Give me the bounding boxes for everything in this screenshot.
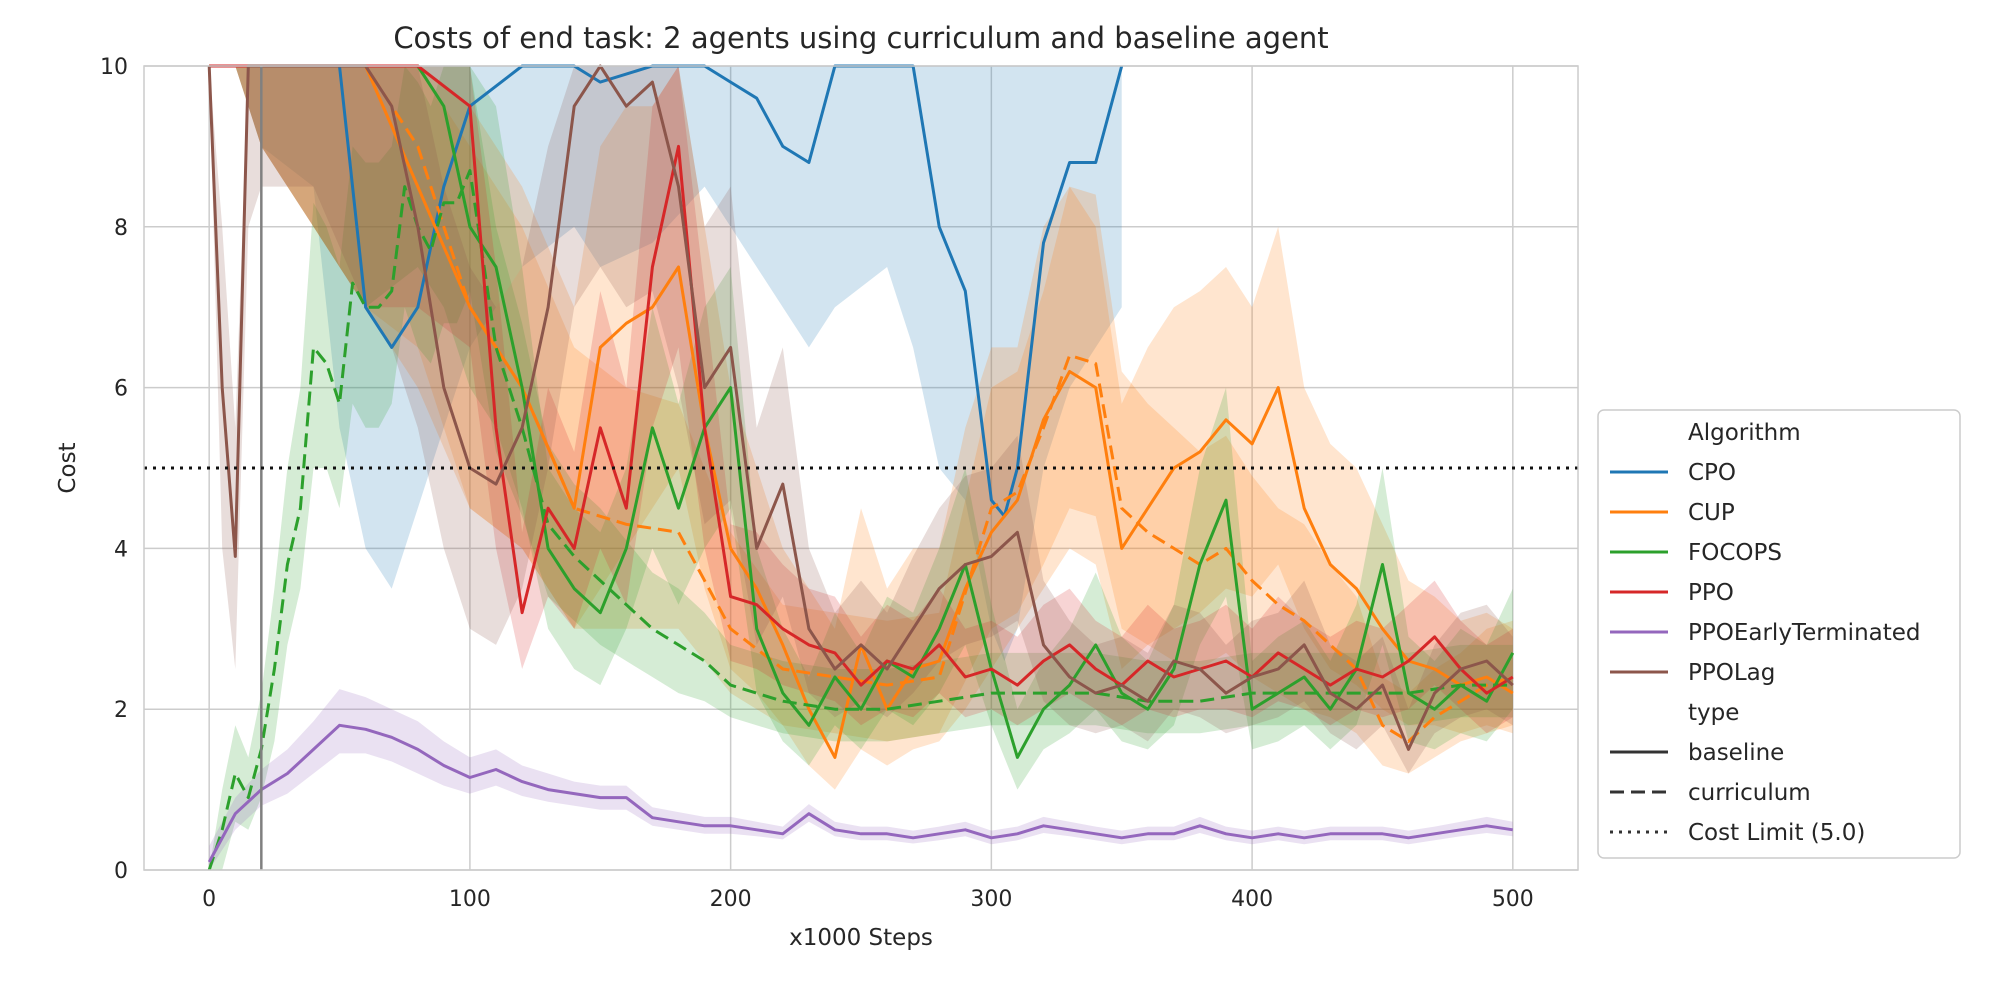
x-tick-labels: 0 100 200 300 400 500 bbox=[202, 887, 1534, 912]
legend-label-style-0: baseline bbox=[1688, 740, 1784, 766]
band-focops-curriculum bbox=[209, 66, 1513, 870]
y-tick-label-1: 2 bbox=[114, 698, 128, 723]
y-tick-label-2: 4 bbox=[114, 537, 128, 562]
legend-label-cup: CUP bbox=[1688, 500, 1735, 526]
x-tick-label-5: 500 bbox=[1492, 887, 1534, 912]
legend-title-type: type bbox=[1688, 700, 1739, 726]
legend-box bbox=[1597, 409, 1961, 859]
band-cup-curriculum bbox=[209, 66, 1513, 774]
line-ppoearlyterminated-baseline bbox=[207, 723, 1514, 863]
line-cup-baseline bbox=[209, 64, 1514, 759]
y-tick-label-0: 0 bbox=[114, 859, 128, 884]
series-lines bbox=[207, 64, 1515, 871]
legend-label-focops: FOCOPS bbox=[1688, 540, 1782, 566]
x-tick-label-3: 300 bbox=[970, 887, 1012, 912]
y-tick-label-5: 10 bbox=[100, 55, 128, 80]
legend-label-ppolag: PPOLag bbox=[1688, 660, 1775, 686]
line-focops-curriculum bbox=[207, 169, 1513, 871]
band-focops-baseline bbox=[209, 66, 1513, 790]
x-tick-label-1: 100 bbox=[449, 887, 491, 912]
x-axis-label: x1000 Steps bbox=[789, 925, 933, 951]
reference-lines bbox=[144, 66, 1578, 870]
legend-label-ppo: PPO bbox=[1688, 580, 1734, 606]
legend-items: Algorithm CPO CUP FOCOPS PPO PPOEarlyTerminat… bbox=[1610, 420, 1921, 846]
y-tick-label-4: 8 bbox=[114, 216, 128, 241]
legend-label-ppoearlyterminated: PPOEarlyTerminated bbox=[1688, 620, 1921, 646]
legend-label-cpo: CPO bbox=[1688, 460, 1736, 486]
y-tick-label-3: 6 bbox=[114, 377, 128, 402]
legend-label-style-1: curriculum bbox=[1688, 780, 1811, 806]
plot-frame bbox=[143, 65, 1579, 871]
band-cup-baseline bbox=[209, 66, 1513, 790]
x-tick-label-0: 0 bbox=[202, 887, 216, 912]
x-tick-label-4: 400 bbox=[1231, 887, 1273, 912]
legend: Algorithm CPO CUP FOCOPS PPO PPOEarlyTerminat… bbox=[1597, 409, 1961, 859]
band-ppolag-baseline bbox=[209, 66, 1513, 774]
x-tick-label-2: 200 bbox=[710, 887, 752, 912]
legend-title-algorithm: Algorithm bbox=[1688, 420, 1801, 446]
band-ppoearlyterminated-baseline bbox=[209, 689, 1513, 870]
line-focops-baseline bbox=[209, 64, 1515, 759]
line-ppolag-baseline bbox=[207, 64, 1514, 751]
line-ppo-baseline bbox=[209, 64, 1514, 695]
y-tick-labels: 0 2 4 6 8 10 bbox=[100, 55, 128, 884]
legend-label-style-2: Cost Limit (5.0) bbox=[1688, 820, 1865, 846]
chart-title: Costs of end task: 2 agents using curric… bbox=[393, 21, 1328, 55]
y-axis-label: Cost bbox=[55, 442, 81, 493]
